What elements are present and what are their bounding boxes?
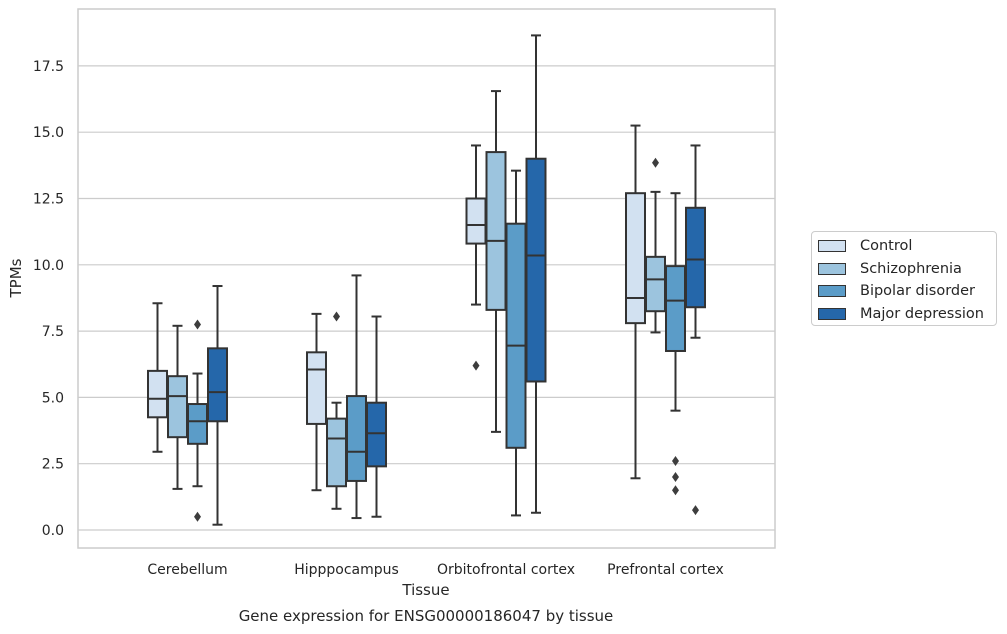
legend-item: Control	[818, 235, 996, 258]
legend-item: Schizophrenia	[818, 258, 996, 281]
box-control	[465, 144, 487, 371]
y-tick-label: 2.5	[42, 457, 64, 473]
legend-item: Major depression	[818, 303, 996, 326]
chart-caption: Gene expression for ENSG00000186047 by t…	[239, 607, 614, 625]
iqr-box	[525, 157, 547, 383]
legend-label: Major depression	[860, 305, 984, 322]
legend-label: Control	[860, 238, 913, 255]
outlier-point	[672, 471, 679, 482]
box-major-depression	[366, 315, 387, 518]
legend-label: Schizophrenia	[860, 260, 962, 277]
legend-swatch	[818, 262, 846, 275]
legend: Control Schizophrenia Bipolar disorder Majo…	[811, 231, 997, 326]
iqr-box	[465, 197, 487, 245]
y-tick-labels: 0.0 2.5 5.0 7.5 10.0 12.5 15.0 17.5	[33, 59, 64, 539]
box-bipolar-disorder	[187, 319, 208, 522]
legend-swatch	[818, 285, 846, 298]
box-major-depression	[685, 144, 706, 516]
outlier-point	[692, 505, 699, 516]
outlier-point	[333, 311, 340, 322]
iqr-box	[685, 206, 706, 309]
box-control	[306, 312, 327, 492]
outlier-point	[672, 456, 679, 467]
box-schizophrenia	[485, 90, 507, 433]
iqr-box	[147, 369, 168, 419]
outlier-point	[194, 511, 201, 522]
box-schizophrenia	[326, 311, 347, 510]
iqr-box	[326, 417, 347, 488]
gridlines	[78, 65, 775, 531]
y-tick-label: 5.0	[42, 390, 64, 406]
x-tick-label: Hipppocampus	[294, 562, 399, 578]
iqr-box	[366, 401, 387, 468]
legend-item: Bipolar disorder	[818, 280, 996, 303]
outlier-point	[472, 360, 480, 371]
plot-frame	[77, 8, 776, 549]
x-axis-label: Tissue	[401, 581, 449, 599]
y-tick-label: 7.5	[42, 324, 64, 340]
x-tick-labels: Cerebellum Hipppocampus Orbitofrontal cort…	[147, 562, 723, 578]
box-bipolar-disorder	[505, 169, 527, 517]
legend-swatch	[818, 240, 846, 253]
y-tick-label: 0.0	[42, 523, 64, 539]
box-schizophrenia	[167, 324, 188, 490]
legend-swatch	[818, 307, 846, 320]
iqr-box	[346, 395, 367, 482]
iqr-box	[306, 351, 327, 425]
iqr-box	[665, 265, 686, 352]
x-tick-label: Orbitofrontal cortex	[437, 562, 575, 578]
iqr-box	[485, 151, 507, 311]
x-tick-label: Prefrontal cortex	[607, 562, 724, 578]
box-control	[147, 302, 168, 453]
y-tick-label: 17.5	[33, 59, 64, 75]
iqr-box	[645, 255, 666, 313]
y-tick-label: 10.0	[33, 258, 64, 274]
boxes	[147, 34, 706, 526]
iqr-box	[505, 222, 527, 449]
iqr-box	[207, 347, 228, 423]
box-bipolar-disorder	[346, 274, 367, 520]
box-bipolar-disorder	[665, 192, 686, 496]
outlier-point	[652, 157, 659, 168]
iqr-box	[187, 403, 208, 445]
legend-label: Bipolar disorder	[860, 283, 975, 300]
y-tick-label: 12.5	[33, 192, 64, 208]
box-major-depression	[207, 285, 228, 526]
outlier-point	[194, 319, 201, 330]
box-control	[625, 124, 646, 480]
iqr-box	[167, 375, 188, 439]
iqr-box	[625, 192, 646, 325]
y-axis-label: TPMs	[7, 258, 25, 298]
outlier-point	[672, 485, 679, 496]
box-major-depression	[525, 34, 547, 514]
y-tick-label: 15.0	[33, 125, 64, 141]
box-schizophrenia	[645, 157, 666, 334]
x-tick-label: Cerebellum	[147, 562, 227, 578]
